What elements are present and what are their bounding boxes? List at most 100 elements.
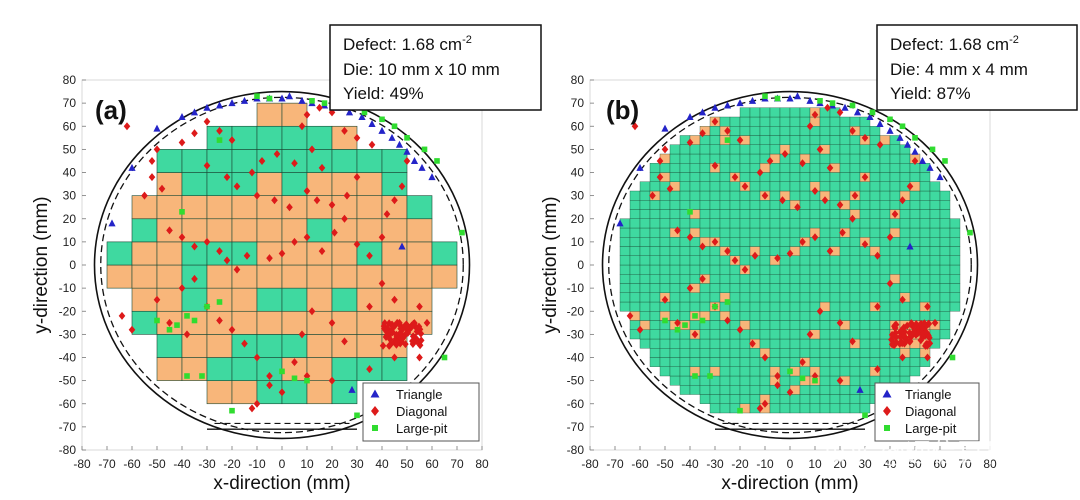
diagonal-defect-point — [910, 328, 917, 337]
die-good — [859, 116, 871, 127]
die-good — [306, 125, 333, 150]
die-good — [629, 292, 641, 303]
die-good — [869, 200, 881, 210]
die-good — [231, 149, 258, 173]
large-pit-defect-point — [304, 377, 310, 384]
diagonal-defect-point — [924, 302, 931, 311]
die-good — [769, 311, 781, 321]
triangle-defect-point — [395, 140, 404, 148]
die-good — [849, 200, 861, 210]
y-tick-label: -10 — [567, 281, 585, 295]
die-good — [719, 403, 731, 414]
die-good — [859, 320, 871, 330]
die-defective — [306, 241, 333, 266]
y-tick-label: 60 — [571, 119, 585, 133]
diagonal-defect-point — [378, 233, 386, 242]
diagonal-defect-point — [924, 353, 931, 362]
die-good — [809, 394, 821, 404]
die-good — [719, 144, 731, 155]
die-defective — [381, 218, 408, 243]
die-good — [759, 200, 771, 210]
die-good — [789, 227, 801, 238]
die-good — [869, 338, 881, 349]
diagonal-defect-point — [674, 318, 681, 327]
die-good — [849, 227, 861, 238]
diagonal-defect-point — [799, 358, 806, 367]
y-tick-label: -50 — [567, 374, 585, 388]
triangle-defect-point — [918, 156, 927, 164]
die-good — [709, 338, 721, 349]
die-good — [879, 181, 891, 192]
diagonal-defect-point — [178, 138, 186, 147]
die-good — [759, 227, 771, 238]
die-good — [181, 149, 208, 173]
die-good — [949, 218, 961, 229]
diagonal-defect-point — [806, 122, 814, 131]
diagonal-defect-point — [876, 140, 884, 149]
triangle-defect-point — [661, 124, 669, 132]
diagonal-defect-point — [248, 168, 256, 177]
large-pit-defect-point — [699, 317, 706, 324]
die-good — [779, 394, 791, 404]
die-good — [749, 292, 761, 303]
die-good — [669, 375, 681, 386]
die-good — [799, 264, 811, 275]
die-good — [939, 200, 951, 210]
die-good — [809, 153, 821, 164]
die-good — [839, 153, 851, 164]
die-good — [689, 246, 701, 256]
large-pit-defect-point — [737, 407, 743, 414]
triangle-defect-point — [403, 147, 411, 155]
y-tick-label: 30 — [571, 189, 585, 203]
die-defective — [206, 380, 233, 405]
x-tick-label: -30 — [198, 457, 216, 471]
die-good — [909, 218, 921, 229]
diagonal-defect-point — [816, 307, 824, 316]
die-good — [679, 181, 691, 192]
diagonal-defect-point — [415, 322, 423, 331]
large-pit-defect-point — [774, 95, 781, 102]
triangle-defect-point — [686, 113, 694, 120]
die-good — [819, 348, 831, 358]
triangle-defect-point — [636, 163, 644, 171]
die-good — [779, 338, 791, 349]
diagonal-defect-point — [318, 247, 326, 256]
die-good — [739, 246, 751, 256]
die-good — [899, 163, 911, 173]
die-good — [729, 311, 741, 321]
die-good — [809, 348, 821, 358]
legend-large-pit-label-b: Large-pit — [905, 421, 957, 436]
die-good — [899, 209, 911, 219]
die-good — [739, 255, 751, 266]
die-good — [156, 334, 183, 358]
die-good — [859, 329, 871, 340]
triangle-defect-point — [698, 108, 707, 116]
diagonal-defect-point — [223, 173, 231, 182]
legend-large-pit-marker-a — [372, 425, 378, 431]
die-good — [829, 403, 841, 414]
die-good — [819, 274, 831, 284]
die-good — [699, 218, 711, 229]
large-pit-defect-point — [662, 317, 668, 324]
diagonal-defect-point — [253, 353, 261, 362]
die-good — [939, 237, 951, 247]
die-good — [619, 246, 631, 256]
die-good — [779, 320, 791, 330]
y-tick-label: 40 — [63, 166, 77, 180]
die-good — [639, 292, 651, 303]
die-good — [709, 320, 721, 330]
die-good — [759, 126, 771, 136]
die-defective — [156, 195, 183, 220]
diagonal-defect-point — [686, 233, 694, 242]
die-good — [649, 264, 661, 275]
diagonal-defect-point — [128, 325, 136, 334]
die-good — [769, 329, 781, 340]
die-good — [679, 338, 691, 349]
die-good — [769, 181, 781, 192]
die-good — [819, 116, 831, 127]
die-good — [839, 209, 851, 219]
die-good — [869, 190, 881, 201]
diagonal-defect-point — [248, 404, 256, 413]
die-good — [679, 200, 691, 210]
diagonal-defect-point — [291, 159, 298, 168]
